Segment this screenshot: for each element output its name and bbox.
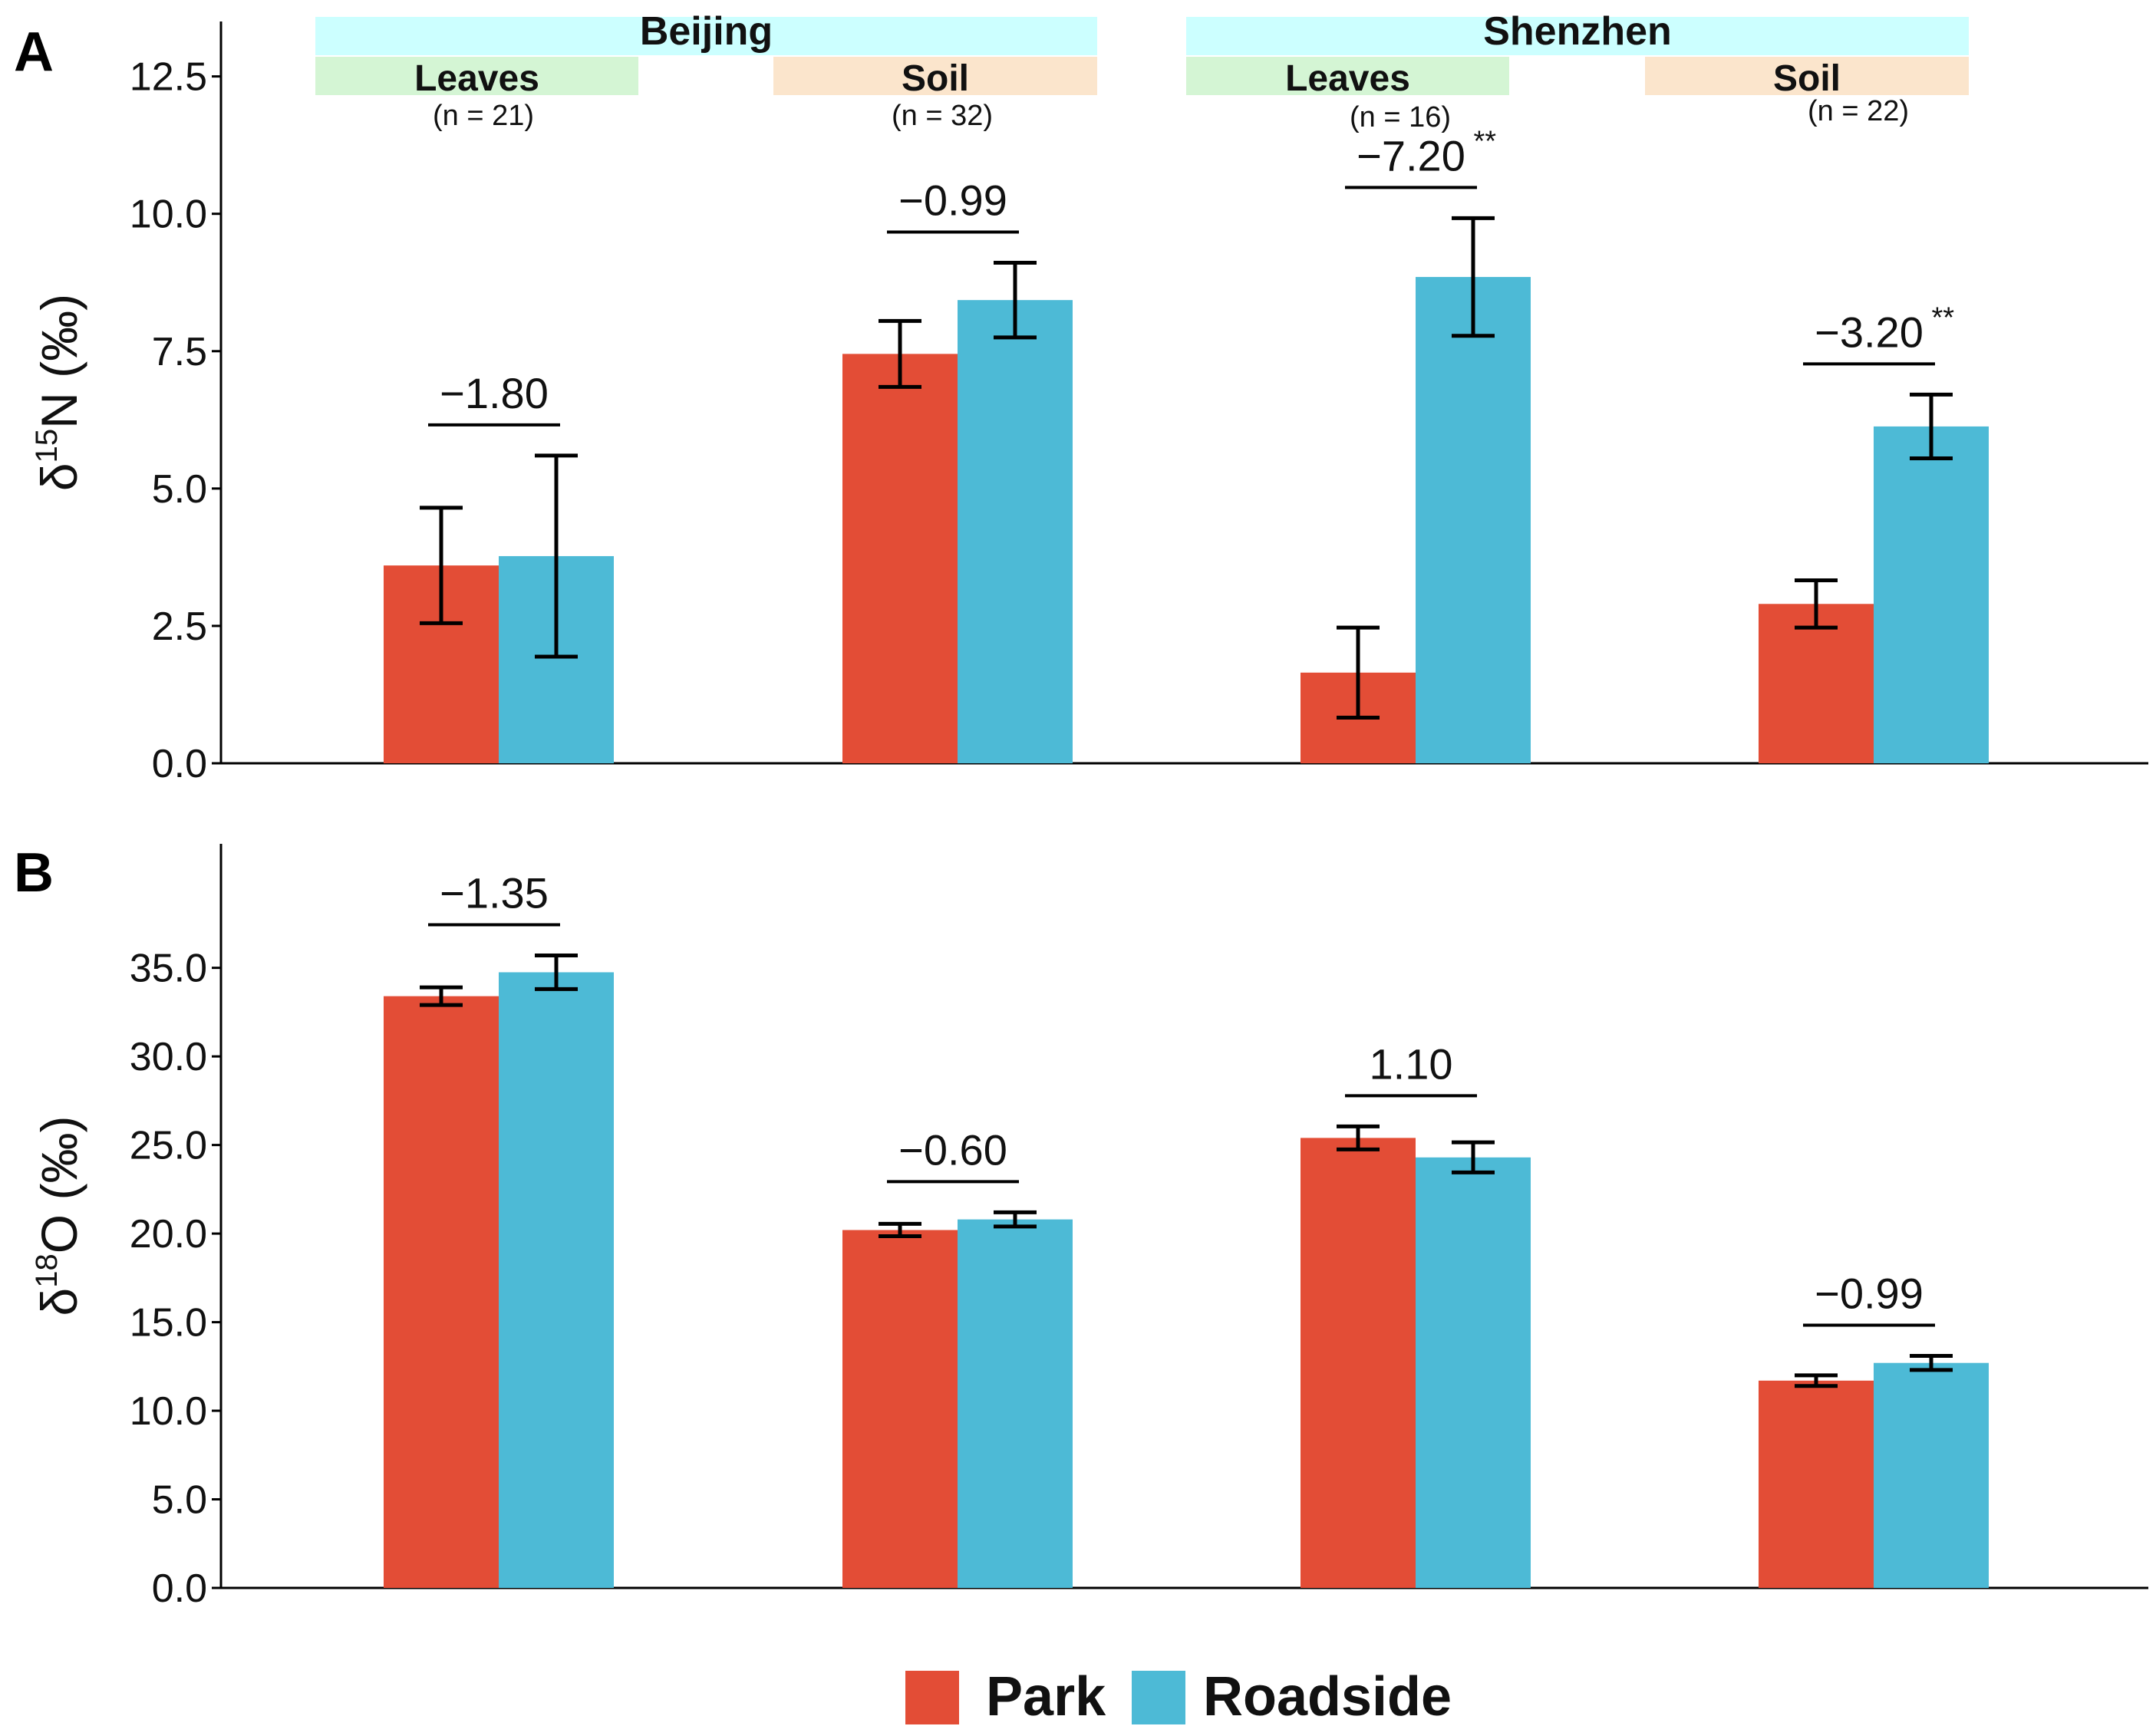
legend-swatch-park bbox=[905, 1671, 959, 1724]
bar-roadside bbox=[958, 300, 1073, 763]
y-tick-label: 2.5 bbox=[152, 604, 207, 649]
y-tick-label: 30.0 bbox=[130, 1035, 207, 1079]
difference-label: −7.20 bbox=[1357, 131, 1465, 180]
strip-type-bg bbox=[1186, 57, 1509, 95]
difference-label: −1.80 bbox=[440, 369, 549, 417]
strip-city-label: Beijing bbox=[640, 9, 773, 54]
y-tick-label: 20.0 bbox=[130, 1212, 207, 1257]
legend-swatch-roadside bbox=[1132, 1671, 1185, 1724]
bar-park bbox=[842, 1230, 958, 1588]
sample-size-label: (n = 16) bbox=[1350, 101, 1451, 133]
strip-type-label: Soil bbox=[902, 58, 969, 99]
panel-label: B bbox=[14, 842, 54, 904]
y-tick-label: 5.0 bbox=[152, 467, 207, 512]
difference-label: −0.99 bbox=[898, 176, 1007, 224]
y-tick-label: 7.5 bbox=[152, 330, 207, 374]
bar-roadside bbox=[958, 1219, 1073, 1588]
y-axis-title-base: δ bbox=[31, 463, 87, 491]
strip-type-label: Leaves bbox=[1285, 58, 1410, 99]
y-tick-label: 25.0 bbox=[130, 1124, 207, 1168]
y-axis-title-sup: 18 bbox=[30, 1253, 64, 1288]
bar-roadside bbox=[1416, 277, 1531, 764]
bar-roadside bbox=[1874, 1362, 1989, 1588]
y-tick-label: 0.0 bbox=[152, 1566, 207, 1611]
y-axis-title-rest: N (‰) bbox=[31, 294, 87, 429]
strip-type-label: Soil bbox=[1773, 58, 1841, 99]
bar-park bbox=[1301, 1138, 1416, 1588]
bar-park bbox=[1759, 604, 1874, 763]
strip-type-bg bbox=[773, 57, 1097, 95]
strip-city-bg bbox=[1186, 17, 1969, 55]
strip-type-bg bbox=[315, 57, 638, 95]
strip-city-label: Shenzhen bbox=[1483, 9, 1672, 54]
y-axis-title-rest: O (‰) bbox=[31, 1116, 87, 1254]
panel-label: A bbox=[14, 21, 54, 83]
bar-roadside bbox=[499, 972, 614, 1588]
difference-label: −1.35 bbox=[440, 869, 549, 917]
bar-roadside bbox=[1874, 426, 1989, 763]
strip-city-bg bbox=[315, 17, 1097, 55]
y-tick-label: 35.0 bbox=[130, 947, 207, 991]
bar-park bbox=[1759, 1380, 1874, 1588]
strip-type-label: Leaves bbox=[414, 58, 539, 99]
y-axis-title: δ18O (‰) bbox=[30, 1116, 87, 1316]
y-tick-label: 10.0 bbox=[130, 193, 207, 237]
y-tick-label: 5.0 bbox=[152, 1478, 207, 1523]
significance-marker: ** bbox=[1932, 301, 1955, 334]
significance-marker: ** bbox=[1474, 125, 1497, 157]
y-tick-label: 0.0 bbox=[152, 742, 207, 786]
legend-label-roadside: Roadside bbox=[1203, 1666, 1452, 1726]
difference-label: −0.99 bbox=[1815, 1269, 1924, 1317]
sample-size-label: (n = 32) bbox=[892, 100, 993, 132]
difference-label: 1.10 bbox=[1370, 1039, 1453, 1088]
strip-type-bg bbox=[1645, 57, 1969, 95]
difference-label: −3.20 bbox=[1815, 308, 1924, 356]
sample-size-label: (n = 21) bbox=[433, 100, 534, 132]
bar-roadside bbox=[1416, 1157, 1531, 1588]
y-tick-label: 15.0 bbox=[130, 1301, 207, 1346]
bar-park bbox=[384, 996, 499, 1588]
y-tick-label: 10.0 bbox=[130, 1389, 207, 1434]
y-axis-title: δ15N (‰) bbox=[30, 294, 87, 491]
y-axis-title-base: δ bbox=[31, 1288, 87, 1316]
bar-park bbox=[842, 354, 958, 763]
y-axis-title-sup: 15 bbox=[30, 429, 64, 463]
sample-size-label: (n = 22) bbox=[1808, 95, 1909, 127]
legend-label-park: Park bbox=[986, 1666, 1106, 1726]
difference-label: −0.60 bbox=[898, 1125, 1007, 1174]
y-tick-label: 12.5 bbox=[130, 55, 207, 100]
